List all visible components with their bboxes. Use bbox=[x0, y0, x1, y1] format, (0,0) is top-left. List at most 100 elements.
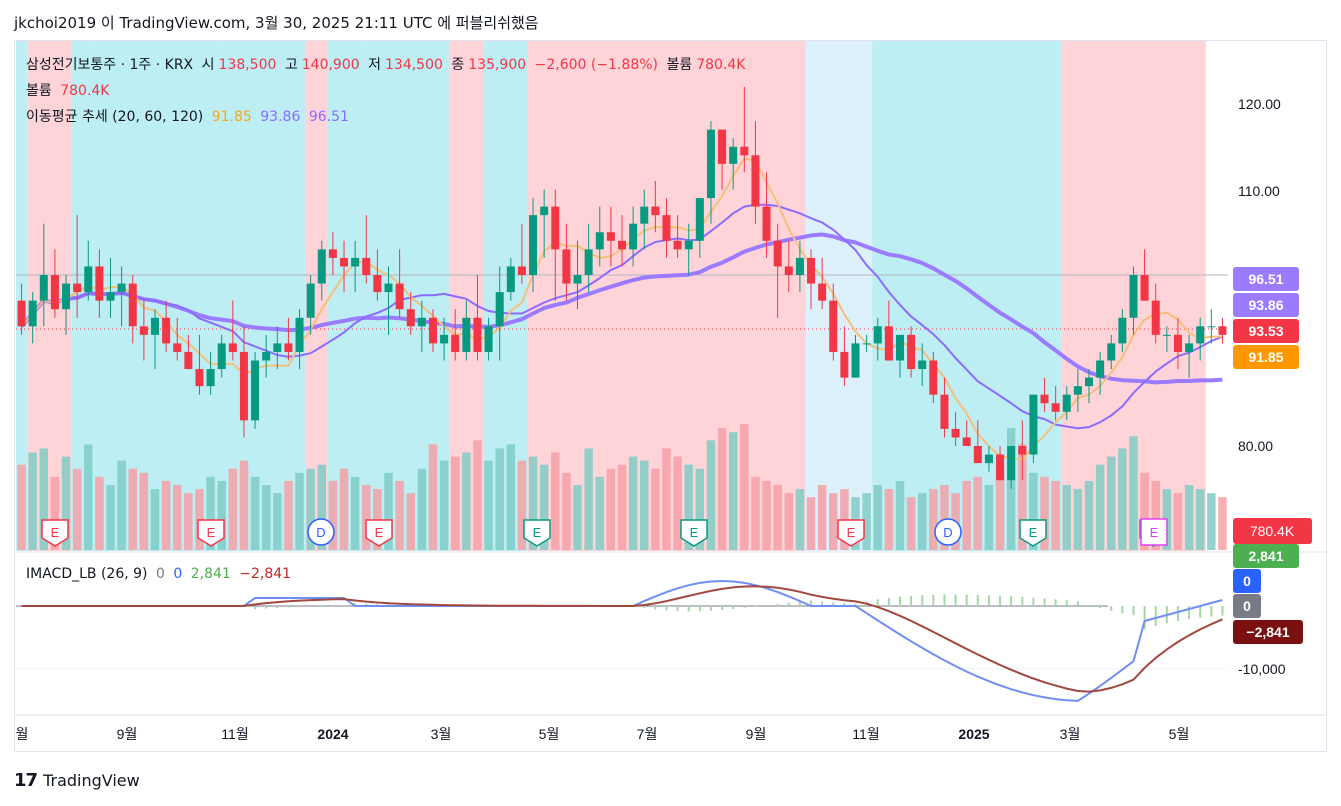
volume-bar bbox=[662, 448, 671, 550]
volume-bar bbox=[495, 448, 504, 550]
volume-bar bbox=[117, 460, 126, 550]
macd-histogram-bar bbox=[987, 595, 990, 606]
volume-value: 780.4K bbox=[696, 57, 746, 73]
macd-histogram-bar bbox=[887, 597, 890, 606]
macd-value-2: 0 bbox=[173, 566, 183, 582]
candle-body bbox=[273, 343, 282, 352]
macd-histogram-bar bbox=[765, 605, 768, 606]
candle-body bbox=[484, 326, 493, 352]
ma-legend[interactable]: 이동평균 추세 (20, 60, 120) 91.85 93.86 96.51 bbox=[26, 106, 353, 126]
time-axis-label: 3월 bbox=[1060, 726, 1081, 742]
candle-body bbox=[495, 292, 504, 327]
candle-body bbox=[795, 257, 804, 275]
candle-body bbox=[440, 334, 449, 344]
macd-histogram-bar bbox=[709, 606, 712, 611]
close-label: 종 bbox=[451, 57, 465, 73]
candle-body bbox=[729, 146, 738, 164]
macd-histogram-bar bbox=[743, 606, 746, 608]
volume-bar bbox=[39, 448, 49, 550]
volume-bar bbox=[817, 485, 827, 550]
price-badge-label: 91.85 bbox=[1248, 349, 1283, 365]
candle-body bbox=[428, 317, 437, 344]
price-badge-label: 96.51 bbox=[1248, 271, 1283, 287]
symbol-name[interactable]: 삼성전기보통주 · 1주 · KRX bbox=[26, 57, 194, 73]
volume-legend[interactable]: 볼륨 780.4K bbox=[26, 80, 113, 100]
candle-body bbox=[562, 249, 571, 284]
volume-bar bbox=[317, 464, 327, 550]
volume-bar bbox=[173, 485, 182, 550]
trend-band bbox=[1061, 41, 1128, 551]
low-value: 134,500 bbox=[385, 57, 443, 73]
macd-value-1: 0 bbox=[155, 566, 165, 582]
volume-bar bbox=[28, 452, 37, 550]
earnings-marker-icon bbox=[680, 519, 708, 547]
candle-body bbox=[673, 240, 682, 250]
volume-bar bbox=[617, 464, 627, 550]
candle-body bbox=[918, 360, 927, 370]
time-axis-label: 9월 bbox=[746, 726, 767, 742]
volume-bar bbox=[995, 468, 1005, 550]
event-marker-label: D bbox=[943, 525, 952, 540]
ma60-value: 93.86 bbox=[260, 109, 301, 125]
candle-body bbox=[1096, 360, 1105, 378]
volume-bar bbox=[573, 485, 582, 550]
earnings-marker-icon bbox=[41, 519, 69, 547]
macd-badge bbox=[1233, 620, 1303, 644]
candle-body bbox=[173, 343, 182, 352]
candle-body bbox=[340, 257, 349, 267]
candle-body bbox=[895, 334, 904, 361]
candle-body bbox=[751, 155, 760, 207]
earnings-marker-icon bbox=[197, 519, 225, 547]
candle-body bbox=[529, 215, 538, 275]
volume-bar bbox=[61, 456, 71, 550]
volume-bar bbox=[506, 444, 516, 550]
candle-body bbox=[1173, 334, 1182, 352]
price-badge bbox=[1233, 345, 1299, 369]
volume-bar bbox=[539, 464, 549, 550]
time-axis-label: 11월 bbox=[852, 726, 879, 742]
candle-body bbox=[1007, 446, 1016, 481]
macd-histogram-bar bbox=[821, 601, 824, 606]
candle-body bbox=[1118, 317, 1127, 344]
macd-badge bbox=[1233, 544, 1299, 568]
volume-bar bbox=[1184, 485, 1194, 550]
macd-histogram-bar bbox=[1176, 606, 1179, 621]
volume-bar bbox=[1151, 480, 1160, 550]
macd-histogram-bar bbox=[910, 595, 913, 606]
macd-legend[interactable]: IMACD_LB (26, 9) 0 0 2,841 −2,841 bbox=[26, 566, 295, 582]
price-badge bbox=[1233, 319, 1299, 343]
volume-bar bbox=[295, 472, 304, 550]
candle-body bbox=[373, 275, 382, 293]
dividend-marker-icon bbox=[307, 518, 335, 546]
volume-bar bbox=[973, 476, 983, 550]
macd-histogram-bar bbox=[254, 606, 257, 610]
price-badge bbox=[1233, 293, 1299, 317]
chart-frame[interactable] bbox=[14, 40, 1327, 752]
price-axis-label: 120.00 bbox=[1238, 96, 1281, 112]
trend-band bbox=[305, 41, 328, 551]
macd-badge-label: 0 bbox=[1243, 598, 1251, 614]
ma-label: 이동평균 추세 (20, 60, 120) bbox=[26, 109, 204, 125]
candle-body bbox=[940, 394, 949, 429]
candle-body bbox=[162, 317, 171, 344]
volume-bar bbox=[1051, 480, 1060, 550]
price-badge-label: 93.53 bbox=[1248, 323, 1283, 339]
candle-body bbox=[551, 206, 560, 250]
candle-body bbox=[1162, 334, 1171, 336]
tradingview-footer[interactable]: 17 TradingView bbox=[14, 770, 140, 791]
time-axis-label: 3월 bbox=[431, 726, 452, 742]
macd-histogram-bar bbox=[276, 606, 279, 609]
time-axis-label: 5월 bbox=[1169, 726, 1190, 742]
event-marker-label: E bbox=[51, 525, 60, 540]
macd-histogram-bar bbox=[1210, 606, 1213, 617]
candle-body bbox=[95, 266, 104, 301]
candle-body bbox=[317, 249, 326, 284]
macd-histogram-bar bbox=[932, 594, 935, 606]
event-marker-label: E bbox=[1029, 525, 1038, 540]
macd-histogram-bar bbox=[954, 594, 957, 606]
ma20-value: 91.85 bbox=[211, 109, 252, 125]
macd-histogram-bar bbox=[921, 595, 924, 606]
volume-bar bbox=[984, 485, 994, 550]
macd-histogram-bar bbox=[1043, 598, 1046, 606]
